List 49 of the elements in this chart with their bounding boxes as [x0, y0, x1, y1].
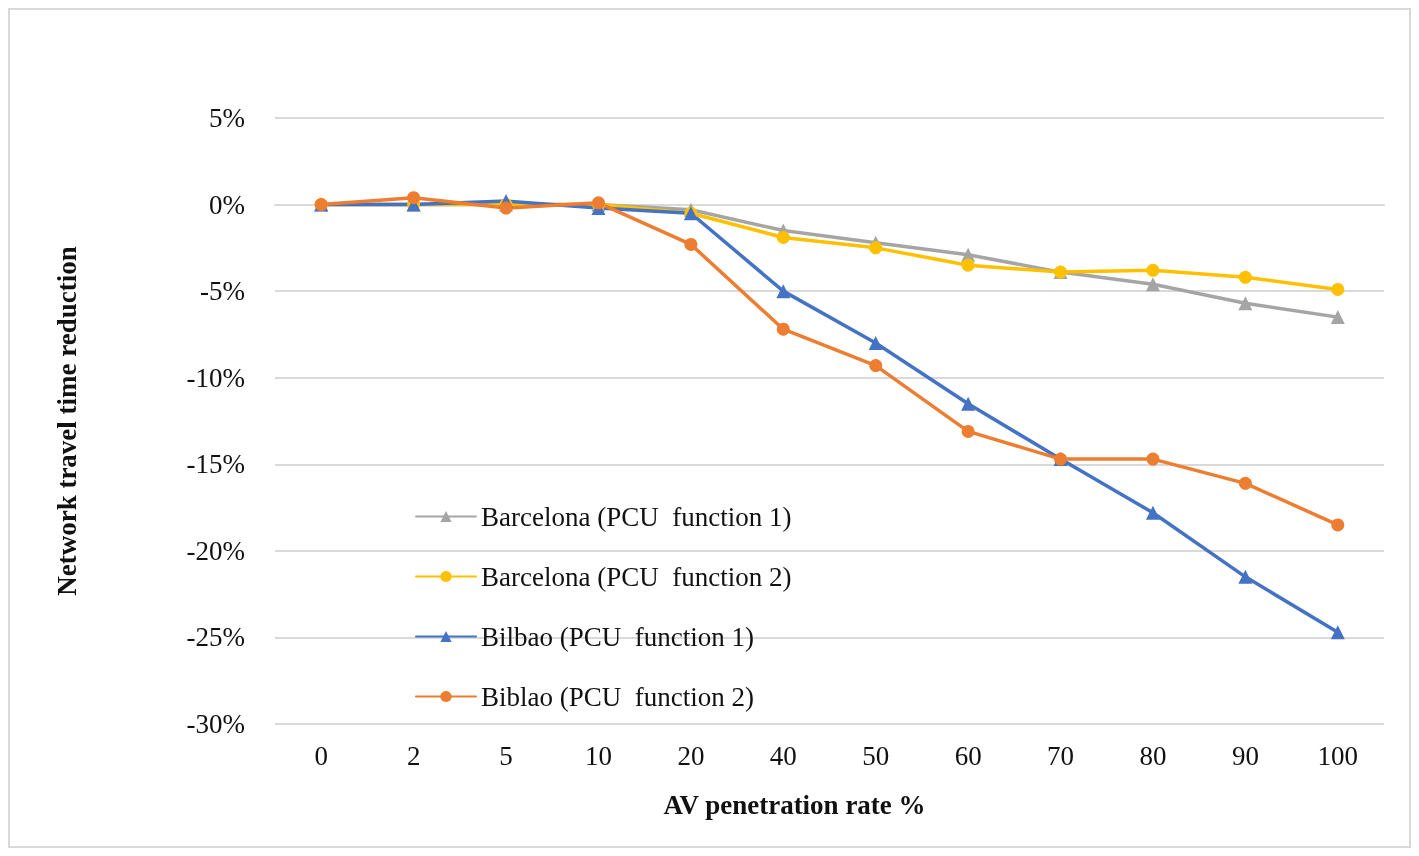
x-tick-label: 100 [1317, 740, 1359, 771]
x-tick-label: 60 [954, 740, 982, 771]
point [684, 237, 698, 251]
point [1146, 452, 1160, 466]
point [868, 336, 883, 351]
point [961, 258, 975, 272]
legend-label: Biblao (PCU function 2) [481, 681, 754, 712]
y-tick-label: -10% [186, 362, 245, 393]
y-tick-label: -15% [186, 449, 245, 480]
x-tick-label: 70 [1047, 740, 1075, 771]
x-tick-label: 10 [584, 740, 612, 771]
x-tick-label: 20 [677, 740, 705, 771]
point [776, 322, 790, 336]
point [1238, 296, 1253, 311]
point [1238, 476, 1252, 490]
y-tick-label: -25% [186, 622, 245, 653]
y-tick-label: -5% [200, 276, 245, 307]
y-tick-label: -20% [186, 535, 245, 566]
legend-label: Bilbao (PCU function 1) [481, 621, 754, 652]
legend-label: Barcelona (PCU function 2) [481, 561, 792, 592]
x-axis-title: AV penetration rate % [662, 790, 927, 821]
point [1331, 518, 1345, 532]
y-tick-label: 5% [209, 103, 245, 133]
legend-label: Barcelona (PCU function 1) [481, 501, 792, 532]
point [407, 191, 421, 205]
point [1146, 263, 1160, 277]
x-tick-label: 50 [862, 740, 890, 771]
y-tick-label: -30% [186, 709, 245, 739]
y-axis-title: Network travel time reduction [51, 246, 82, 596]
point [961, 396, 976, 411]
point [1145, 505, 1160, 520]
point [1238, 569, 1253, 584]
x-tick-label: 80 [1139, 740, 1167, 771]
point [869, 359, 883, 373]
point [1330, 625, 1345, 640]
point [1238, 270, 1252, 284]
point [776, 230, 790, 244]
x-tick-label: 90 [1231, 740, 1259, 771]
point [869, 241, 883, 255]
x-tick-label: 2 [406, 740, 421, 771]
point [776, 284, 791, 299]
point [1145, 277, 1160, 292]
y-tick-label: 0% [209, 189, 245, 220]
point [1331, 282, 1345, 296]
x-tick-label: 0 [314, 740, 328, 771]
point [1330, 310, 1345, 325]
point [961, 424, 975, 438]
x-tick-label: 40 [769, 740, 797, 771]
x-tick-label: 5 [499, 740, 513, 771]
